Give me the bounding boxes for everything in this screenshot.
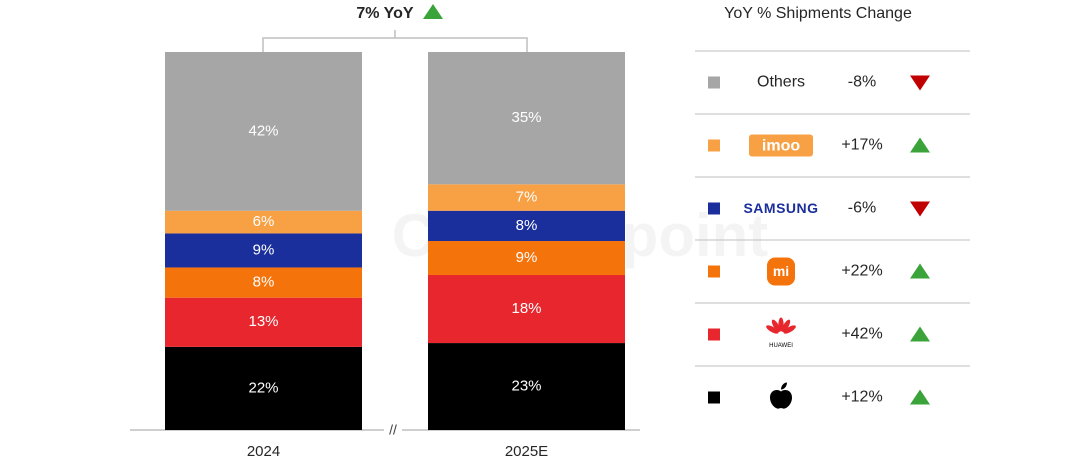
legend-name: Others — [757, 74, 805, 91]
mi-logo — [767, 257, 795, 286]
data-label: 35% — [511, 109, 541, 126]
huawei-petal — [781, 319, 791, 333]
up-triangle — [910, 389, 930, 405]
yoy-label: +12% — [841, 389, 882, 406]
data-label: 8% — [516, 217, 538, 234]
data-label: 42% — [248, 122, 278, 139]
data-label: 13% — [248, 313, 278, 330]
legend-swatch — [708, 76, 720, 89]
bar-segment — [165, 267, 362, 298]
apple-leaf — [781, 382, 787, 390]
bar-segment — [428, 241, 625, 276]
legend-logo: mi — [767, 257, 795, 286]
down-triangle — [910, 75, 930, 91]
legend-swatch — [708, 328, 720, 341]
x-tick-label: 2024 — [247, 443, 280, 460]
data-label: 9% — [253, 241, 275, 258]
yoy-label: +17% — [841, 137, 882, 154]
data-label: 18% — [511, 300, 541, 317]
legend-name: mi — [773, 263, 789, 279]
bar-segment — [428, 52, 625, 185]
legend-name: imoo — [762, 138, 800, 155]
data-label: 7% — [516, 188, 538, 205]
imoo-logo — [749, 134, 813, 157]
bar-segment — [428, 184, 625, 211]
up-triangle — [910, 263, 930, 279]
legend-name: SAMSUNG — [743, 200, 818, 216]
bar-segment — [165, 346, 362, 430]
legend-swatch — [708, 139, 720, 152]
bar-segment — [165, 52, 362, 211]
legend-logo: HUAWEI — [766, 317, 796, 349]
apple-logo — [770, 389, 792, 409]
total-change-label: 7% YoY — [356, 5, 414, 22]
up-triangle — [910, 326, 930, 342]
data-label: 22% — [248, 379, 278, 396]
legend-logo — [770, 382, 792, 409]
bar-segment — [428, 210, 625, 241]
legend-logo: SAMSUNG — [743, 200, 818, 216]
down-triangle — [910, 201, 930, 217]
bar-segment — [165, 233, 362, 268]
axis-break-gap — [384, 422, 402, 438]
huawei-petal — [766, 325, 779, 334]
data-label: 9% — [516, 249, 538, 266]
up-triangle — [423, 4, 443, 19]
huawei-petal — [771, 319, 781, 333]
data-label: 6% — [253, 213, 275, 230]
yoy-label: +22% — [841, 263, 882, 280]
data-label: 8% — [253, 274, 275, 291]
yoy-label: -6% — [848, 200, 876, 217]
data-label: 23% — [511, 377, 541, 394]
legend-name: HUAWEI — [769, 343, 793, 349]
legend-logo: imoo — [749, 134, 813, 157]
legend-title: YoY % Shipments Change — [724, 5, 912, 22]
axis-break: // — [389, 422, 397, 438]
legend-swatch — [708, 265, 720, 278]
legend-swatch — [708, 391, 720, 404]
bar-segment — [165, 297, 362, 347]
legend-logo: Others — [757, 74, 805, 91]
huawei-petal — [783, 325, 796, 334]
bar-segment — [428, 343, 625, 430]
bar-segment — [428, 275, 625, 344]
x-tick-label: 2025E — [505, 443, 548, 460]
bracket — [262, 30, 528, 52]
yoy-label: +42% — [841, 326, 882, 343]
up-triangle — [910, 137, 930, 153]
yoy-label: -8% — [848, 74, 876, 91]
legend-swatch — [708, 202, 720, 215]
bar-segment — [165, 210, 362, 234]
